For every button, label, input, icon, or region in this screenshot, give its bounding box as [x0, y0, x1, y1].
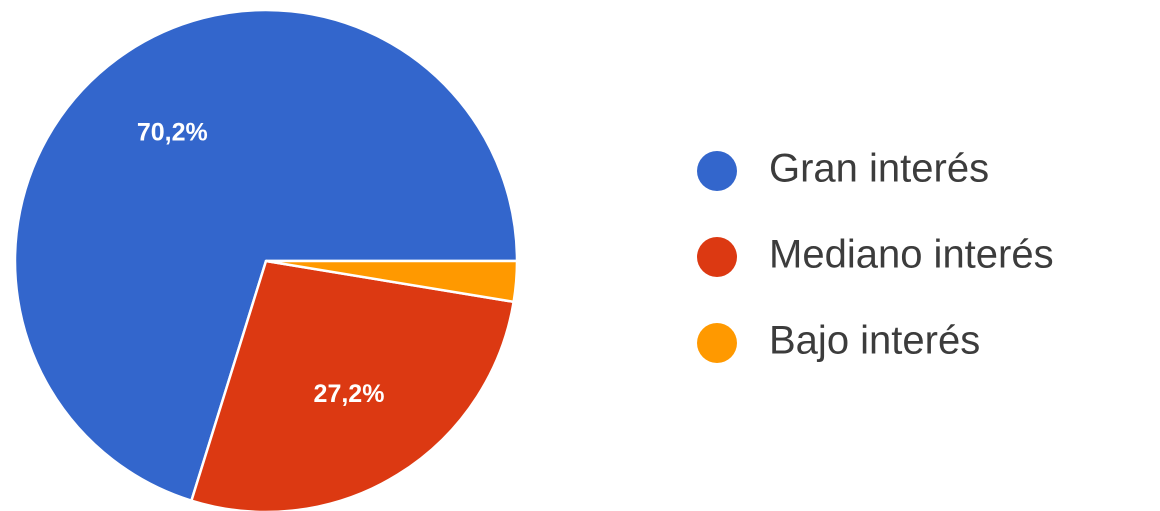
legend-label-bajo-interes: Bajo interés	[769, 319, 980, 363]
legend-swatch-mediano-interes	[697, 237, 737, 277]
legend-swatch-gran-interes	[697, 151, 737, 191]
pie-slice-gran-interes	[13, 8, 519, 502]
legend-item-bajo-interes: Bajo interés	[697, 319, 980, 363]
pie-slices	[13, 8, 519, 511]
pie-slice-bajo-interes	[264, 259, 519, 304]
legend-item-gran-interes: Gran interés	[697, 147, 989, 191]
pie-value-labels: 70,2% 27,2%	[137, 118, 385, 408]
pie-slice-mediano-interes	[190, 259, 515, 511]
legend: Gran interés Mediano interés Bajo interés	[697, 147, 1054, 363]
legend-label-gran-interes: Gran interés	[769, 147, 989, 191]
legend-swatch-bajo-interes	[697, 323, 737, 363]
legend-label-mediano-interes: Mediano interés	[769, 233, 1054, 277]
slice-value-label-mediano-interes: 27,2%	[314, 380, 385, 408]
slice-value-label-gran-interes: 70,2%	[137, 118, 208, 146]
legend-item-mediano-interes: Mediano interés	[697, 233, 1054, 277]
